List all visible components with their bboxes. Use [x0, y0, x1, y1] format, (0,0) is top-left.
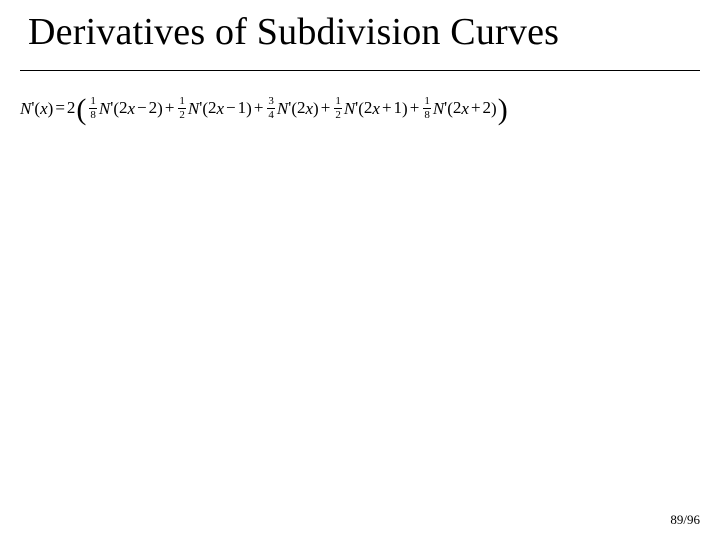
- term-var: x: [461, 100, 469, 117]
- term-var: x: [128, 100, 136, 117]
- term-op: −: [226, 98, 236, 118]
- frac-den: 8: [423, 108, 431, 121]
- derivative-equation: N ' ( x ) = 2 ( 1 8 N ' ( 2 x − 2 ) + 1: [20, 90, 700, 126]
- frac-num: 1: [423, 96, 431, 108]
- term-k: 2: [149, 98, 158, 118]
- equals-sign: =: [55, 98, 65, 118]
- term-var: x: [372, 100, 380, 117]
- lhs-func: N: [20, 100, 31, 117]
- frac-num: 1: [89, 96, 97, 108]
- frac-1-2b: 1 2: [334, 96, 342, 121]
- term-k: 1: [238, 98, 247, 118]
- title-underline: [20, 70, 700, 71]
- page-title: Derivatives of Subdivision Curves: [28, 10, 559, 54]
- slide: Derivatives of Subdivision Curves N ' ( …: [0, 0, 720, 540]
- term-k: 1: [394, 98, 403, 118]
- term-op: +: [382, 98, 392, 118]
- term-op: +: [471, 98, 481, 118]
- term-var: x: [306, 100, 314, 117]
- term-rparen: ): [246, 100, 252, 117]
- plus-sign: +: [321, 98, 331, 118]
- leading-factor: 2: [67, 98, 76, 118]
- frac-3-4: 3 4: [267, 96, 275, 121]
- equation-row: N ' ( x ) = 2 ( 1 8 N ' ( 2 x − 2 ) + 1: [20, 90, 700, 126]
- term-coef: 2: [208, 98, 217, 118]
- frac-den: 2: [334, 108, 342, 121]
- page-number: 89/96: [670, 512, 700, 528]
- frac-num: 3: [267, 96, 275, 108]
- term-func: N: [188, 100, 199, 117]
- term-func: N: [99, 100, 110, 117]
- lhs-rparen: ): [48, 100, 54, 117]
- plus-sign: +: [165, 98, 175, 118]
- term-rparen: ): [491, 100, 497, 117]
- term-coef: 2: [297, 98, 306, 118]
- frac-den: 8: [89, 108, 97, 121]
- term-func: N: [433, 100, 444, 117]
- plus-sign: +: [410, 98, 420, 118]
- term-rparen: ): [157, 100, 163, 117]
- lhs-var: x: [40, 100, 48, 117]
- term-func: N: [344, 100, 355, 117]
- big-close-paren: ): [498, 96, 508, 123]
- plus-sign: +: [254, 98, 264, 118]
- term-rparen: ): [402, 100, 408, 117]
- frac-1-8: 1 8: [89, 96, 97, 121]
- frac-num: 1: [178, 96, 186, 108]
- frac-num: 1: [334, 96, 342, 108]
- frac-den: 2: [178, 108, 186, 121]
- frac-den: 4: [267, 108, 275, 121]
- big-open-paren: (: [76, 96, 86, 123]
- frac-1-2: 1 2: [178, 96, 186, 121]
- term-op: −: [137, 98, 147, 118]
- term-k: 2: [483, 98, 492, 118]
- term-coef: 2: [119, 98, 128, 118]
- term-var: x: [217, 100, 225, 117]
- term-rparen: ): [313, 100, 319, 117]
- frac-1-8b: 1 8: [423, 96, 431, 121]
- term-func: N: [277, 100, 288, 117]
